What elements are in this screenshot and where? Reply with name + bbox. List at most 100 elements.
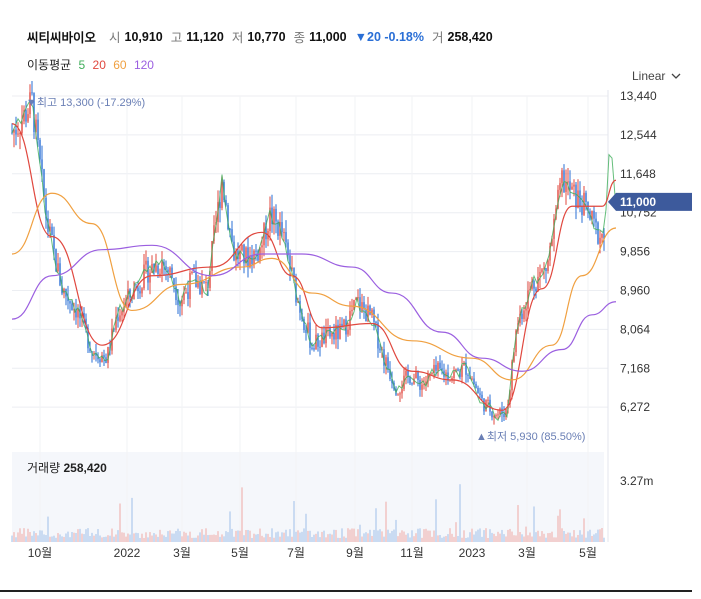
volume-bar (549, 532, 551, 542)
volume-bar (361, 536, 363, 542)
candle-body (341, 323, 343, 327)
candle-body (383, 349, 385, 366)
candle-body (543, 268, 545, 270)
candle-body (319, 346, 321, 348)
candle-body (559, 183, 561, 190)
volume-bar (27, 528, 29, 542)
volume-bar (475, 531, 477, 542)
candle-body (457, 369, 459, 371)
candle-body (567, 181, 569, 183)
volume-bar (441, 537, 443, 542)
volume-bar (47, 516, 49, 542)
candle-body (117, 317, 119, 321)
volume-bar (49, 536, 51, 542)
volume-bar (319, 537, 321, 542)
ma-60[interactable]: 60 (113, 58, 127, 72)
volume-bar (189, 531, 191, 542)
candle-body (183, 292, 185, 301)
candle-body (209, 270, 211, 288)
volume-bar (419, 528, 421, 542)
volume-bar (119, 503, 121, 542)
ma-20[interactable]: 20 (92, 58, 106, 72)
candle-body (583, 192, 585, 215)
volume-bar (377, 530, 379, 542)
volume-bar (153, 533, 155, 542)
volume-bar (237, 530, 239, 542)
candle-body (189, 273, 191, 299)
candle-body (561, 170, 563, 184)
volume-bar (139, 537, 141, 542)
volume-bar (499, 533, 501, 542)
volume-bar (201, 529, 203, 542)
volume-bar (37, 535, 39, 542)
candle-body (473, 378, 475, 385)
candle-body (35, 119, 37, 133)
candle-body (565, 182, 567, 192)
volume-bar (575, 537, 577, 542)
volume-bar (125, 536, 127, 542)
candle-body (15, 129, 17, 135)
candle-body (95, 352, 97, 356)
candle-body (539, 271, 541, 277)
candle-body (231, 229, 233, 242)
volume-bar (445, 536, 447, 542)
candle-body (167, 269, 169, 273)
volume-bar (193, 537, 195, 542)
candle-body (107, 347, 109, 363)
candle-body (143, 264, 145, 289)
candle-body (185, 292, 187, 294)
candle-body (351, 309, 353, 312)
volume-bar (501, 529, 503, 542)
candle-body (173, 278, 175, 287)
candle-body (575, 184, 577, 208)
volume-bar (209, 534, 211, 542)
volume-bar (245, 530, 247, 542)
candle-body (533, 280, 535, 289)
volume-bar (137, 533, 139, 542)
volume-bar (19, 528, 21, 542)
volume-bar (383, 536, 385, 542)
candle-body (487, 399, 489, 401)
volume-bar (355, 536, 357, 542)
volume-bar (39, 530, 41, 542)
x-tick-label: 2023 (459, 546, 486, 560)
candle-body (195, 272, 197, 288)
volume-bar (565, 533, 567, 542)
ma-5[interactable]: 5 (78, 58, 86, 72)
candle-body (243, 244, 245, 264)
candle-body (465, 362, 467, 375)
volume-bar (305, 513, 307, 542)
volume-bar (421, 537, 423, 542)
volume-label: 거 (432, 31, 444, 45)
candle-body (139, 291, 141, 294)
candle-body (369, 305, 371, 315)
x-tick-label: 10월 (28, 546, 52, 560)
candle-body (311, 347, 313, 349)
volume-bar (543, 533, 545, 542)
scale-dropdown[interactable]: Linear (632, 69, 681, 83)
volume-bar (203, 534, 205, 542)
volume-bar (589, 529, 591, 542)
volume-bar (291, 536, 293, 542)
volume-bar (11, 535, 13, 542)
volume-bar (115, 534, 117, 542)
candle-body (511, 361, 513, 391)
volume-bar (303, 528, 305, 542)
candle-body (49, 226, 51, 232)
high-annotation: ▼최고 13,300 (-17.29%) (26, 96, 145, 109)
volume-bar (563, 531, 565, 542)
volume-bar (55, 537, 57, 542)
volume-bar (465, 537, 467, 542)
candle-body (361, 302, 363, 311)
ma-120[interactable]: 120 (133, 58, 154, 72)
volume-panel-label: 거래량 (27, 461, 61, 475)
y-tick-label: 8,960 (620, 283, 650, 297)
volume-bar (345, 537, 347, 542)
volume-bar (261, 535, 263, 542)
candle-body (289, 255, 291, 270)
candle-body (137, 287, 139, 292)
candle-body (283, 232, 285, 234)
candle-body (203, 281, 205, 283)
volume-bar (367, 533, 369, 542)
